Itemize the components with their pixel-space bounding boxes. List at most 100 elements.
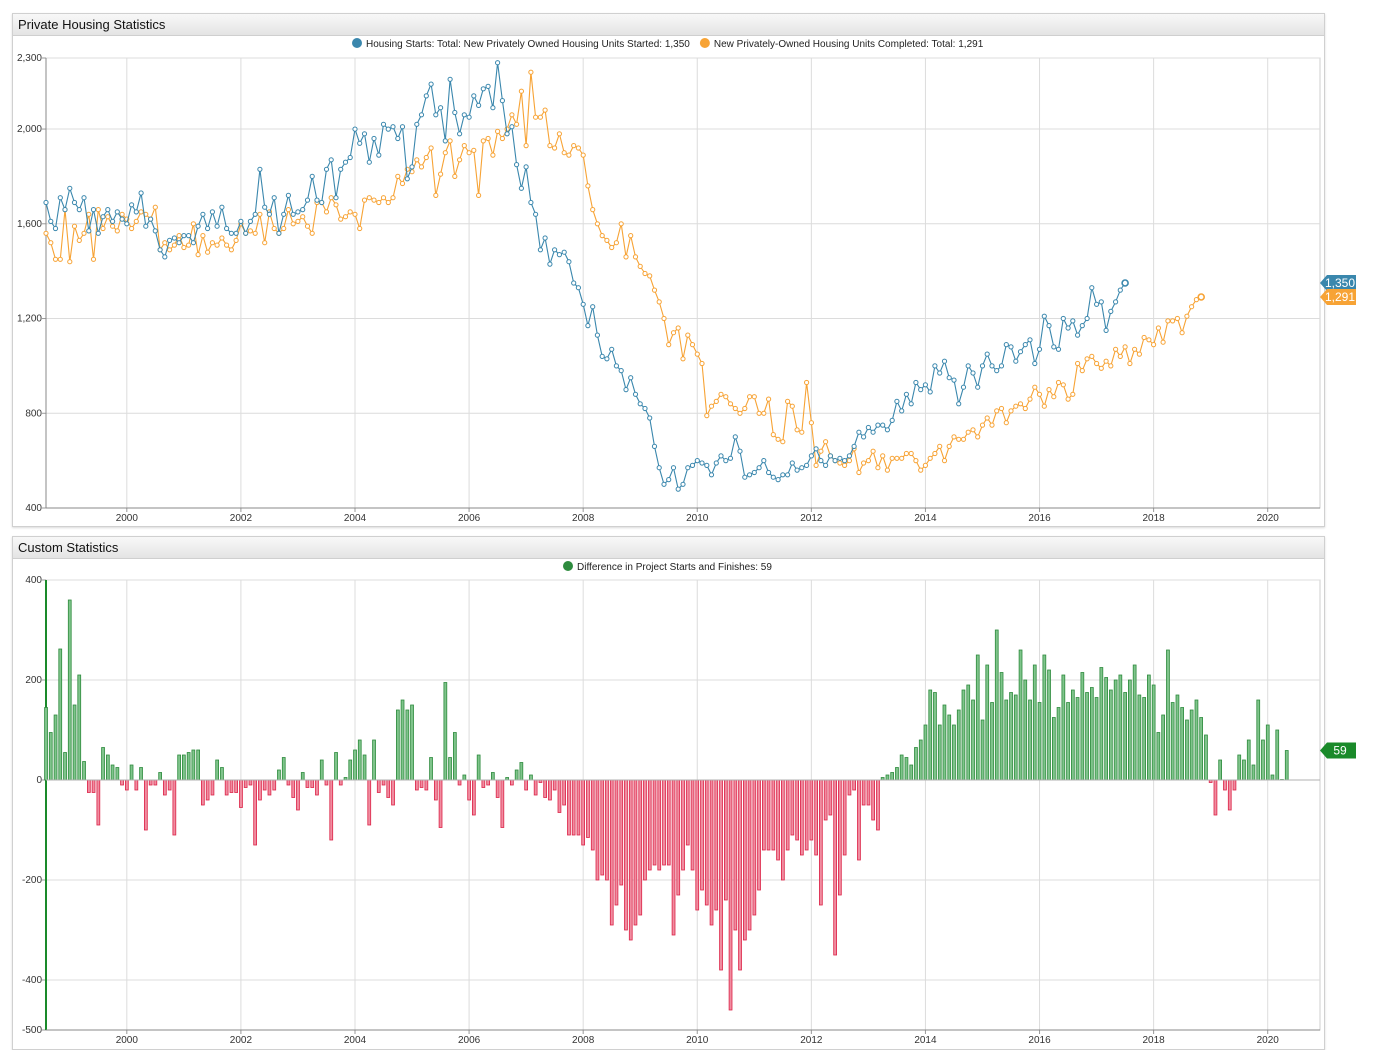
- bar-negative: [609, 779, 614, 926]
- bar-positive: [139, 767, 143, 781]
- data-point: [319, 199, 325, 206]
- data-point: [941, 458, 948, 464]
- data-point: [271, 225, 277, 232]
- bar-positive: [1018, 649, 1023, 781]
- data-point: [884, 427, 891, 433]
- bar-positive: [1023, 679, 1028, 781]
- bar-negative: [424, 779, 429, 791]
- bar-positive: [971, 699, 975, 781]
- bar-negative: [567, 779, 571, 836]
- data-point: [314, 197, 320, 203]
- bar-negative: [823, 779, 828, 821]
- bar-positive: [1037, 702, 1042, 781]
- data-point: [699, 360, 705, 367]
- data-point: [233, 237, 239, 243]
- data-point: [989, 363, 995, 369]
- bar-positive: [1199, 717, 1203, 781]
- data-point: [628, 375, 634, 381]
- data-point: [1051, 344, 1057, 350]
- bar-negative: [709, 779, 714, 926]
- bar-negative: [690, 779, 695, 871]
- bar-positive: [77, 674, 82, 781]
- data-point: [1051, 394, 1057, 400]
- data-point: [485, 135, 491, 142]
- bar-negative: [586, 779, 590, 838]
- data-point: [1070, 318, 1076, 324]
- data-point: [666, 342, 672, 348]
- data-point: [537, 114, 544, 120]
- bar-negative: [229, 779, 234, 793]
- bar-negative: [495, 779, 500, 798]
- bar-negative: [125, 779, 129, 791]
- bar-positive: [400, 699, 405, 781]
- data-point: [1122, 344, 1128, 350]
- data-point: [438, 105, 444, 111]
- bar-positive: [1142, 697, 1146, 781]
- data-point: [1103, 327, 1109, 333]
- bar-positive: [58, 648, 63, 781]
- data-point: [861, 434, 867, 440]
- data-point: [751, 469, 757, 476]
- x-tick-label: 2016: [1028, 513, 1051, 524]
- data-point: [1041, 403, 1047, 409]
- bar-negative: [120, 779, 124, 786]
- data-point: [457, 131, 463, 137]
- bar-positive: [529, 774, 533, 781]
- data-point: [442, 138, 448, 144]
- bar-negative: [700, 779, 704, 891]
- data-point: [651, 287, 658, 293]
- data-point: [927, 389, 933, 395]
- data-point: [1022, 405, 1028, 412]
- bar-negative: [234, 779, 238, 793]
- data-point: [167, 247, 173, 253]
- bar-positive: [1056, 707, 1061, 781]
- data-point: [414, 157, 420, 163]
- last-value-tag: 1,350: [1320, 275, 1356, 291]
- bar-positive: [1123, 692, 1127, 781]
- bar-positive: [980, 719, 985, 781]
- data-point: [789, 403, 795, 409]
- data-point: [894, 455, 900, 461]
- data-point: [880, 453, 886, 459]
- data-point: [1060, 315, 1066, 322]
- data-point: [594, 221, 601, 227]
- bar-negative: [633, 779, 638, 926]
- data-point: [252, 211, 258, 217]
- data-point: [1174, 315, 1181, 322]
- data-point: [647, 273, 653, 279]
- data-point: [960, 436, 967, 442]
- data-point: [499, 135, 505, 142]
- data-point: [575, 145, 582, 151]
- data-point: [205, 249, 211, 255]
- data-point: [1160, 339, 1166, 345]
- x-tick-label: 2008: [572, 1035, 595, 1046]
- data-point: [376, 152, 382, 158]
- bar-positive: [357, 739, 362, 781]
- data-point: [756, 465, 762, 471]
- data-point: [224, 225, 230, 232]
- bar-negative: [628, 779, 633, 941]
- data-point: [613, 240, 620, 246]
- bar-positive: [277, 769, 281, 781]
- bar-negative: [733, 779, 738, 931]
- bar-negative: [852, 779, 857, 791]
- data-point: [723, 394, 729, 400]
- bar-negative: [757, 779, 761, 891]
- data-point: [737, 448, 743, 454]
- y-tick-label: 800: [25, 408, 42, 419]
- x-tick-label: 2014: [914, 513, 937, 524]
- data-point: [998, 363, 1005, 369]
- data-point: [523, 164, 529, 170]
- bar-positive: [519, 762, 524, 781]
- plot-area: [45, 57, 1321, 509]
- data-point: [651, 443, 658, 449]
- bar-negative: [419, 779, 424, 788]
- data-point: [832, 458, 838, 464]
- bar-positive: [999, 672, 1004, 781]
- data-point: [71, 223, 78, 229]
- data-point: [1013, 358, 1019, 364]
- data-point: [1179, 330, 1185, 336]
- data-point: [604, 356, 610, 362]
- x-tick-label: 2002: [230, 1035, 253, 1046]
